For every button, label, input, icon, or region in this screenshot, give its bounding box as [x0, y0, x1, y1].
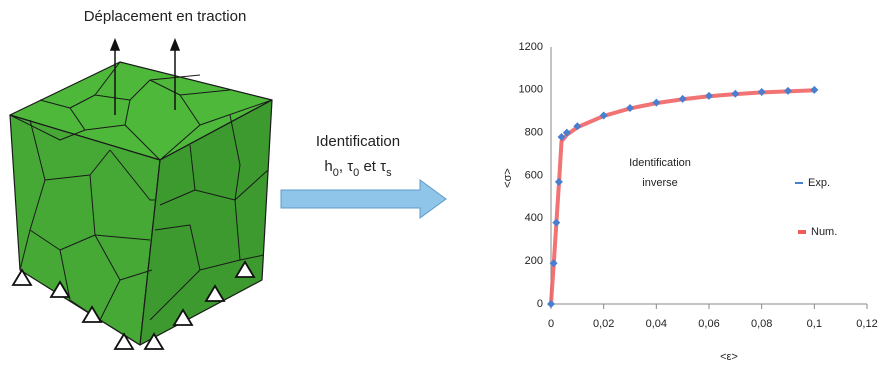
exp-point [626, 104, 634, 113]
x-tick-label: 0,06 [698, 318, 719, 330]
exp-point [652, 98, 661, 107]
exp-point [562, 128, 571, 137]
x-tick-label: 0,12 [856, 318, 877, 330]
y-axis-label: <σ> [502, 168, 514, 188]
param-text: et τ [359, 158, 386, 175]
x-tick-label: 0,02 [593, 318, 614, 330]
y-tick-label: 1000 [519, 84, 543, 96]
y-tick-label: 0 [537, 298, 543, 310]
exp-point [810, 85, 819, 94]
x-axis-label: <ε> [720, 351, 738, 363]
exp-point [573, 122, 582, 131]
load-arrows [109, 37, 181, 115]
cube [9, 61, 273, 346]
chart: 0 200 400 600 800 1000 1200 0 0,02 0,04 0,06 0,08 0,… [502, 41, 878, 363]
y-tick-label: 600 [525, 169, 543, 181]
load-label: Déplacement en traction [84, 8, 247, 25]
x-tick-label: 0,1 [807, 318, 822, 330]
param-text: , τ [339, 158, 353, 175]
annotation: Identification [629, 157, 691, 169]
arrow-params: h0, τ0 et τs [324, 158, 392, 179]
y-tick-label: 400 [525, 212, 543, 224]
y-tick-label: 800 [525, 127, 543, 139]
exp-point [731, 89, 740, 98]
exp-point [705, 91, 713, 100]
legend-label: Num. [811, 226, 837, 238]
num-line [549, 88, 815, 305]
exp-point [784, 86, 792, 95]
exp-point [678, 94, 687, 103]
supports [11, 260, 256, 350]
exp-point [554, 177, 563, 186]
exp-point [599, 111, 608, 120]
subscript: 0 [353, 167, 359, 179]
arrow-label: Identification [316, 133, 400, 150]
exp-point [552, 218, 561, 227]
legend-label: Exp. [808, 177, 830, 189]
annotation: inverse [642, 177, 677, 189]
y-tick-label: 200 [525, 255, 543, 267]
y-tick-label: 1200 [519, 41, 543, 53]
x-tick-label: 0,08 [751, 318, 772, 330]
param-text: h [324, 158, 332, 175]
exp-point [547, 300, 555, 308]
exp-point [549, 259, 558, 268]
subscript: s [386, 167, 392, 179]
subscript: 0 [333, 167, 339, 179]
exp-point [557, 132, 566, 141]
x-tick-label: 0 [548, 318, 554, 330]
x-tick-label: 0,04 [646, 318, 667, 330]
process-arrow [280, 179, 447, 219]
exp-point [757, 87, 766, 96]
